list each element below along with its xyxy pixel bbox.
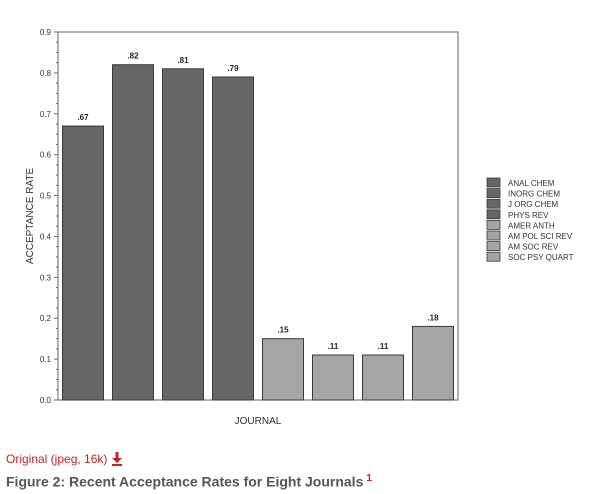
legend-swatch <box>486 188 501 199</box>
footnote-reference-link[interactable]: 1 <box>366 473 372 484</box>
chart-image: 0.0 0.1 0.2 0.3 0.4 0.5 0.6 0.7 0.8 0.9 .67 .82 .81… <box>25 28 574 427</box>
legend-swatch <box>486 219 501 230</box>
legend-entry: AM SOC REV <box>508 243 559 252</box>
x-axis-title: JOURNAL <box>235 416 282 427</box>
y-axis-title: ACCEPTANCE RATE <box>25 168 36 265</box>
legend-swatch <box>486 230 501 241</box>
bar-data-label: .11 <box>328 342 339 351</box>
bar <box>212 76 254 401</box>
y-tick-label: 0.2 <box>40 314 52 323</box>
legend-entry: AMER ANTH <box>508 221 555 230</box>
bar <box>412 325 454 401</box>
bars <box>62 64 454 401</box>
y-tick-label: 0.4 <box>40 232 52 241</box>
bar-data-label: .82 <box>127 52 139 61</box>
legend-entry: AM POL SCI REV <box>508 232 573 241</box>
legend-entry: ANAL CHEM <box>508 179 555 188</box>
legend-swatch <box>486 251 501 262</box>
bar <box>262 338 304 401</box>
legend-entry: INORG CHEM <box>508 190 560 199</box>
figure-caption-text: Figure 2: Recent Acceptance Rates for Ei… <box>6 473 364 490</box>
bar <box>62 125 104 401</box>
original-image-link[interactable]: Original (jpeg, 16k) <box>6 452 123 466</box>
legend-swatch <box>486 241 501 252</box>
legend-swatch <box>486 177 501 188</box>
bar-data-label: .18 <box>427 313 439 322</box>
bar <box>162 68 204 401</box>
y-tick-label: 0.9 <box>40 28 52 37</box>
legend-entry: J ORG CHEM <box>508 200 559 209</box>
bar-data-labels: .67 .82 .81 .79 .15 .11 .11 .18 <box>77 52 439 351</box>
bar-data-label: .67 <box>77 113 89 122</box>
legend-entry: PHYS REV <box>508 211 549 220</box>
y-tick-label: 0.1 <box>40 355 52 364</box>
y-tick-label: 0.8 <box>40 69 52 78</box>
legend-swatch <box>486 198 501 209</box>
original-link-text: Original (jpeg, 16k) <box>6 452 108 466</box>
bar <box>362 354 404 401</box>
y-tick-label: 0.3 <box>40 273 52 282</box>
y-tick-label: 0.7 <box>40 110 52 119</box>
legend-swatch <box>486 209 501 220</box>
y-tick-label: 0.6 <box>40 151 52 160</box>
bar-chart: 0.0 0.1 0.2 0.3 0.4 0.5 0.6 0.7 0.8 0.9 .67 .82 .81… <box>25 28 574 427</box>
figure-caption: Figure 2: Recent Acceptance Rates for Ei… <box>6 473 372 490</box>
y-axis: 0.0 0.1 0.2 0.3 0.4 0.5 0.6 0.7 0.8 0.9 <box>40 28 58 405</box>
bar-data-label: .11 <box>378 342 389 351</box>
download-arrow-icon <box>112 452 123 466</box>
bar-data-label: .79 <box>227 64 239 73</box>
y-tick-label: 0.5 <box>40 192 52 201</box>
y-tick-label: 0.0 <box>40 396 52 405</box>
legend-entry: SOC PSY QUART <box>508 253 574 262</box>
bar-data-label: .15 <box>277 326 289 335</box>
bar <box>312 354 354 401</box>
bar <box>112 64 154 401</box>
bar-data-label: .81 <box>177 56 189 65</box>
